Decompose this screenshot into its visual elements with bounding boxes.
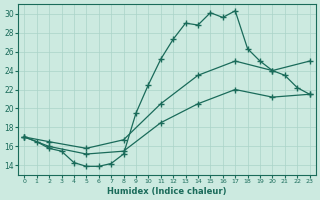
X-axis label: Humidex (Indice chaleur): Humidex (Indice chaleur) — [107, 187, 227, 196]
